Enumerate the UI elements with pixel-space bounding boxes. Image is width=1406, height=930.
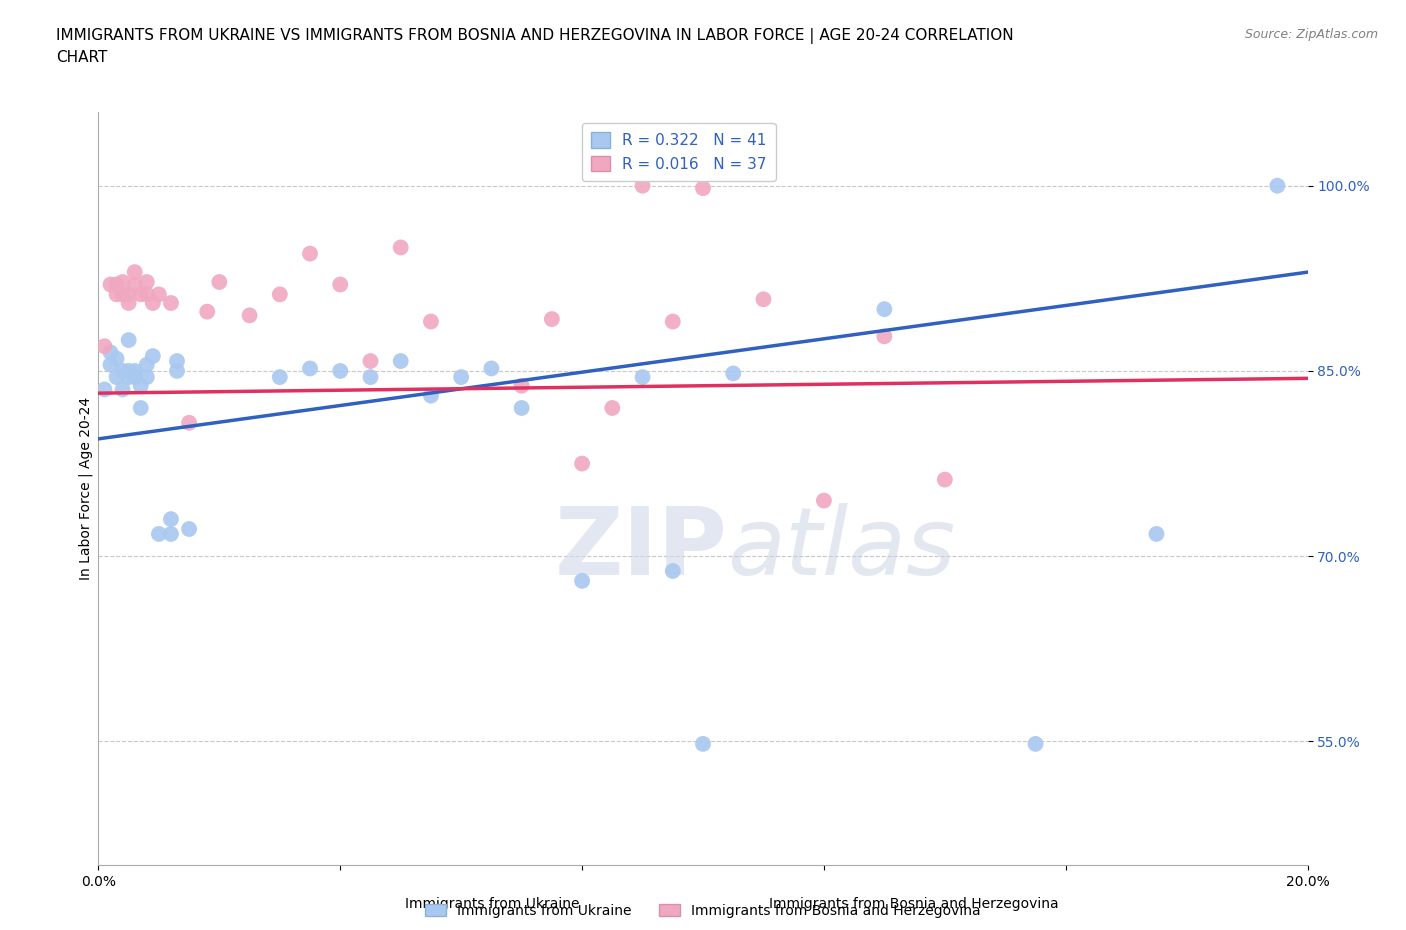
Point	[118, 287, 141, 302]
Point	[166, 353, 188, 368]
Point	[118, 296, 141, 311]
Text: IMMIGRANTS FROM UKRAINE VS IMMIGRANTS FROM BOSNIA AND HERZEGOVINA IN LABOR FORCE: IMMIGRANTS FROM UKRAINE VS IMMIGRANTS FR…	[56, 28, 1014, 65]
Point	[631, 179, 654, 193]
Legend: Immigrants from Ukraine, Immigrants from Bosnia and Herzegovina: Immigrants from Ukraine, Immigrants from…	[419, 898, 987, 923]
Point	[179, 416, 201, 431]
Point	[661, 564, 683, 578]
Point	[540, 312, 562, 326]
Point	[360, 369, 382, 384]
Point	[142, 296, 165, 311]
Point	[661, 314, 683, 329]
Point	[160, 512, 183, 526]
Point	[105, 277, 128, 292]
Point	[118, 364, 141, 379]
Point	[160, 526, 183, 541]
Point	[723, 366, 745, 381]
Point	[100, 357, 122, 372]
Point	[329, 277, 352, 292]
Point	[124, 277, 146, 292]
Point	[873, 329, 896, 344]
Point	[118, 333, 141, 348]
Point	[631, 369, 654, 384]
Point	[105, 287, 128, 302]
Point	[420, 314, 443, 329]
Point	[135, 357, 157, 372]
Point	[148, 287, 170, 302]
Point	[571, 574, 593, 589]
Point	[873, 301, 896, 316]
Point	[602, 401, 624, 416]
Point	[1267, 179, 1289, 193]
Point	[129, 401, 152, 416]
Point	[135, 287, 157, 302]
Point	[135, 274, 157, 289]
Point	[329, 364, 352, 379]
Point	[148, 526, 170, 541]
Point	[752, 292, 775, 307]
Point	[105, 352, 128, 366]
Point	[389, 353, 412, 368]
Point	[111, 287, 134, 302]
Point	[934, 472, 956, 487]
Point	[135, 369, 157, 384]
Point	[692, 737, 714, 751]
Point	[420, 388, 443, 403]
Point	[129, 287, 152, 302]
Text: Immigrants from Ukraine: Immigrants from Ukraine	[405, 897, 579, 911]
Point	[269, 287, 291, 302]
Point	[510, 401, 533, 416]
Point	[124, 364, 146, 379]
Text: Source: ZipAtlas.com: Source: ZipAtlas.com	[1244, 28, 1378, 41]
Point	[510, 379, 533, 393]
Legend: R = 0.322   N = 41, R = 0.016   N = 37: R = 0.322 N = 41, R = 0.016 N = 37	[582, 123, 776, 181]
Point	[269, 369, 291, 384]
Point	[129, 379, 152, 393]
Point	[571, 456, 593, 471]
Text: Immigrants from Bosnia and Herzegovina: Immigrants from Bosnia and Herzegovina	[769, 897, 1059, 911]
Point	[1024, 737, 1046, 751]
Y-axis label: In Labor Force | Age 20-24: In Labor Force | Age 20-24	[79, 397, 93, 579]
Point	[111, 382, 134, 397]
Point	[692, 180, 714, 195]
Point	[481, 361, 503, 376]
Point	[239, 308, 262, 323]
Text: ZIP: ZIP	[554, 502, 727, 594]
Point	[124, 265, 146, 280]
Point	[360, 353, 382, 368]
Point	[813, 493, 835, 508]
Point	[100, 345, 122, 360]
Point	[299, 361, 322, 376]
Point	[1144, 526, 1167, 541]
Point	[160, 296, 183, 311]
Point	[118, 369, 141, 384]
Point	[111, 274, 134, 289]
Point	[142, 349, 165, 364]
Point	[124, 369, 146, 384]
Point	[389, 240, 412, 255]
Point	[111, 364, 134, 379]
Point	[105, 369, 128, 384]
Point	[450, 369, 472, 384]
Point	[100, 277, 122, 292]
Point	[166, 364, 188, 379]
Point	[93, 382, 115, 397]
Point	[93, 339, 115, 353]
Point	[208, 274, 231, 289]
Point	[299, 246, 322, 261]
Point	[179, 522, 201, 537]
Point	[195, 304, 218, 319]
Text: atlas: atlas	[727, 503, 956, 594]
